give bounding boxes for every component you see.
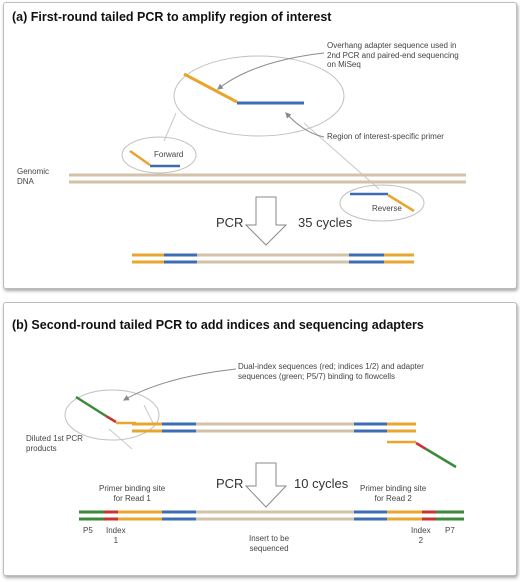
- primer-note: Region of interest-specific primer: [327, 132, 444, 141]
- forward-label: Forward: [154, 150, 184, 159]
- zoom-line: [143, 404, 155, 426]
- pcr-arrow: [244, 462, 288, 508]
- index-callout-arrow: [122, 368, 237, 401]
- reverse-adapter: [425, 447, 457, 469]
- index-note: Dual-index sequences (red; indices 1/2) …: [238, 362, 424, 381]
- insert-label: Insert to be sequenced: [249, 534, 290, 553]
- panel-a-diagram: [69, 52, 466, 264]
- final-library: [79, 510, 464, 521]
- panel-a-title: (a) First-round tailed PCR to amplify re…: [12, 10, 332, 24]
- diluted-label: Diluted 1st PCR products: [26, 434, 83, 453]
- panel-b-title: (b) Second-round tailed PCR to add indic…: [12, 318, 424, 332]
- primer-callout-arrow: [285, 112, 325, 138]
- overhang-note: Overhang adapter sequence used in 2nd PC…: [327, 41, 459, 69]
- panel-a: (a) First-round tailed PCR to amplify re…: [3, 2, 517, 289]
- primer-read1-label: Primer binding site for Read 1: [99, 484, 166, 503]
- primer-read2-label: Primer binding site for Read 2: [360, 484, 427, 503]
- reverse-overhang: [387, 193, 415, 213]
- zoom-line: [303, 122, 380, 190]
- cycles-label: 35 cycles: [298, 215, 353, 230]
- index2-label: Index 2: [411, 526, 431, 545]
- index1-label: Index 1: [106, 526, 126, 545]
- p5-label: P5: [83, 526, 93, 535]
- panel-b: (b) Second-round tailed PCR to add indic…: [3, 302, 517, 576]
- reverse-ellipse: [339, 184, 425, 222]
- index-primer-ellipse: [64, 389, 160, 441]
- pcr-arrow: [244, 196, 288, 246]
- genomic-label: Genomic DNA: [17, 167, 50, 186]
- zoom-line: [163, 112, 177, 142]
- pcr-label: PCR: [216, 476, 244, 491]
- reverse-label: Reverse: [372, 204, 402, 213]
- cycles-label: 10 cycles: [294, 476, 349, 491]
- pcr-label: PCR: [216, 215, 244, 230]
- panel-b-diagram: [64, 368, 464, 521]
- adapter-segment: [75, 395, 107, 418]
- zoom-ellipse: [173, 55, 345, 137]
- index-segment: [105, 414, 117, 424]
- reverse-index: [415, 441, 427, 451]
- forward-ellipse: [121, 136, 197, 174]
- overhang-callout-arrow: [217, 52, 325, 90]
- p7-label: P7: [445, 526, 455, 535]
- forward-overhang: [129, 149, 151, 167]
- overhang-segment: [183, 72, 238, 104]
- zoom-line: [108, 428, 133, 450]
